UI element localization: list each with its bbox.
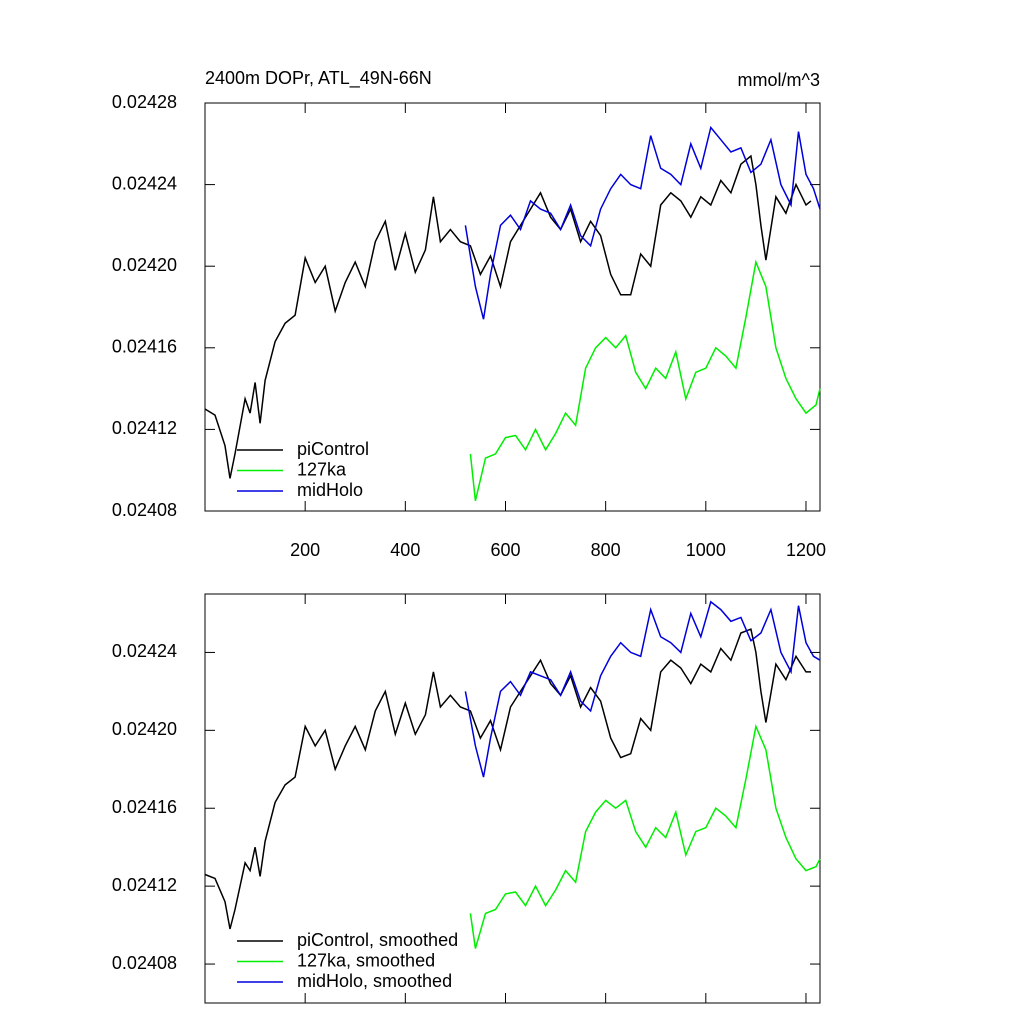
- x-tick-label: 1200: [786, 540, 826, 560]
- y-tick-label: 0.02424: [112, 173, 177, 193]
- y-tick-label: 0.02424: [112, 641, 177, 661]
- y-tick-label: 0.02412: [112, 418, 177, 438]
- legend-label: 127ka: [297, 459, 347, 479]
- x-tick-label: 200: [290, 540, 320, 560]
- x-tick-label: 1000: [686, 540, 726, 560]
- legend-label: piControl, smoothed: [297, 930, 458, 950]
- y-tick-label: 0.02408: [112, 500, 177, 520]
- series-line: [469, 259, 821, 501]
- legend-label: midHolo, smoothed: [297, 971, 452, 991]
- x-tick-label: 400: [390, 540, 420, 560]
- series-line: [204, 154, 812, 479]
- y-tick-label: 0.02416: [112, 337, 177, 357]
- y-tick-label: 0.02412: [112, 875, 177, 895]
- legend-label: midHolo: [297, 480, 363, 500]
- y-tick-label: 0.02428: [112, 92, 177, 112]
- series-line: [204, 628, 811, 930]
- y-tick-label: 0.02420: [112, 255, 177, 275]
- plot-frame: [204, 593, 821, 1004]
- series-line: [469, 723, 821, 949]
- x-tick-label: 600: [490, 540, 520, 560]
- y-tick-label: 0.02416: [112, 797, 177, 817]
- y-tick-label: 0.02408: [112, 953, 177, 973]
- plot-frame: [204, 102, 821, 512]
- y-tick-label: 0.02420: [112, 719, 177, 739]
- series-line: [464, 600, 821, 778]
- series-line: [464, 125, 821, 320]
- chart-title: 2400m DOPr, ATL_49N-66N: [205, 68, 432, 89]
- units-label: mmol/m^3: [738, 70, 820, 90]
- legend-label: 127ka, smoothed: [297, 950, 435, 970]
- legend-label: piControl: [297, 439, 369, 459]
- x-tick-label: 800: [591, 540, 621, 560]
